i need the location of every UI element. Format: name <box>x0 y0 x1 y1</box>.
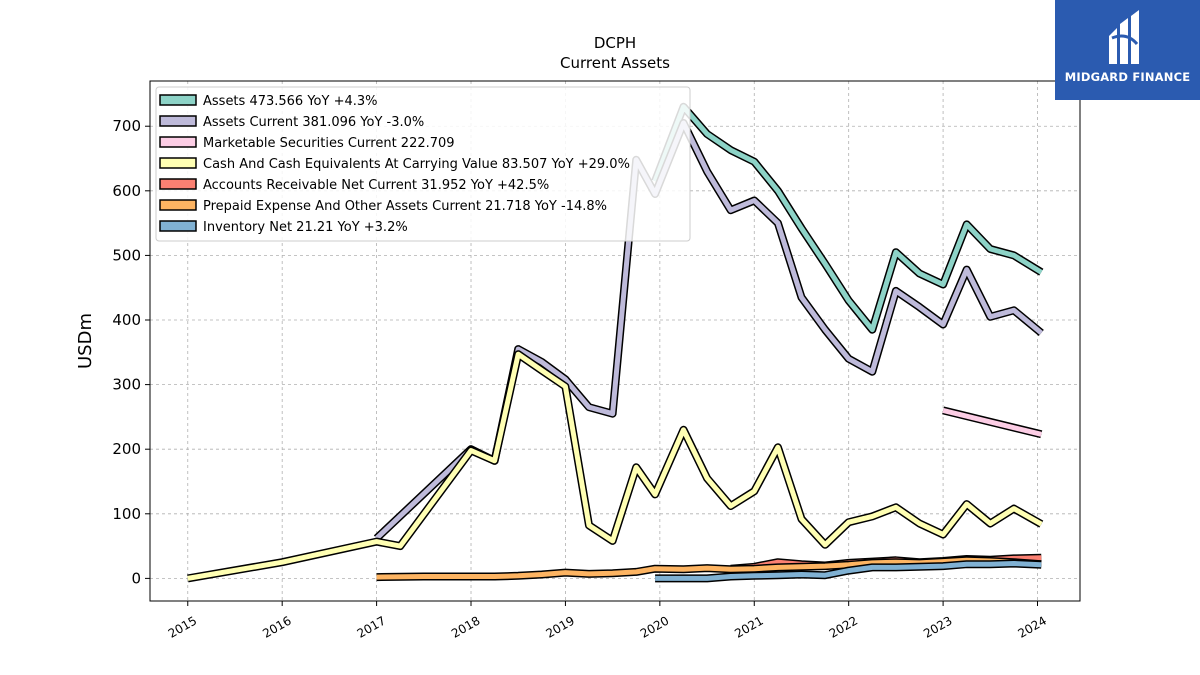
x-tick-label: 2024 <box>1016 613 1049 640</box>
y-tick-label: 200 <box>112 440 141 458</box>
x-tick-label: 2020 <box>638 613 671 640</box>
x-axis: 2015 2016 2017 2018 2019 2020 2021 2022 2023 2024 <box>166 601 1049 641</box>
legend-box <box>155 86 691 242</box>
chart-subtitle: Current Assets <box>560 54 670 72</box>
x-tick-label: 2019 <box>543 613 576 640</box>
midgard-finance-logo: MIDGARD FINANCE <box>1055 0 1200 100</box>
x-tick-label: 2016 <box>260 613 293 640</box>
logo-text: MIDGARD FINANCE <box>1064 70 1191 84</box>
y-axis-label: USDm <box>75 313 96 369</box>
plot-frame <box>149 80 1081 602</box>
y-tick-label: 500 <box>112 246 141 264</box>
legend-label-assets-current: Assets Current 381.096 YoY -3.0% <box>203 115 424 130</box>
legend-label-accounts-receivable-net-current: Accounts Receivable Net Current 31.952 Y… <box>203 178 549 193</box>
series-line-marketable-securities-current <box>942 407 1042 437</box>
series-line-prepaid-expense-and-other-assets-current <box>376 557 1042 580</box>
y-tick-label: 600 <box>112 182 141 200</box>
x-tick-label: 2017 <box>355 613 388 640</box>
y-tick-label: 700 <box>112 117 141 135</box>
x-tick-label: 2021 <box>732 613 765 640</box>
logo-mark-icon <box>1109 10 1139 64</box>
y-tick-label: 400 <box>112 311 141 329</box>
legend: Assets 473.566 YoY +4.3% Assets Current 3… <box>155 86 691 242</box>
x-tick-label: 2022 <box>827 613 860 640</box>
legend-label-assets: Assets 473.566 YoY +4.3% <box>203 94 378 109</box>
legend-label-marketable-securities-current: Marketable Securities Current 222.709 <box>203 136 455 151</box>
legend-label-inventory-net: Inventory Net 21.21 YoY +3.2% <box>203 220 408 235</box>
legend-label-cash-and-cash-equivalents-at-carrying-value: Cash And Cash Equivalents At Carrying Va… <box>203 157 630 172</box>
y-tick-label: 0 <box>131 569 141 587</box>
legend-swatch-marketable-securities-current <box>159 136 197 148</box>
y-axis: 0 100 200 300 400 500 600 700 <box>112 117 150 587</box>
x-tick-label: 2023 <box>921 613 954 640</box>
chart-title: DCPH <box>594 34 636 52</box>
y-tick-label: 300 <box>112 376 141 394</box>
series-layer <box>187 102 1044 583</box>
legend-swatch-inventory-net <box>159 220 197 232</box>
x-tick-label: 2015 <box>166 613 199 640</box>
legend-swatch-prepaid-expense-and-other-assets-current <box>159 199 197 211</box>
series-line-assets <box>652 104 1043 333</box>
series-line-assets-current <box>374 120 1043 541</box>
series-line-inventory-net <box>655 561 1042 581</box>
legend-swatch-cash-and-cash-equivalents-at-carrying-value <box>159 157 197 169</box>
legend-swatch-assets <box>159 94 197 106</box>
legend-swatch-accounts-receivable-net-current <box>159 178 197 190</box>
legend-swatch-assets-current <box>159 115 197 127</box>
legend-label-prepaid-expense-and-other-assets-current: Prepaid Expense And Other Assets Current… <box>203 199 607 214</box>
y-tick-label: 100 <box>112 505 141 523</box>
x-tick-label: 2018 <box>449 613 482 640</box>
series-line-cash-and-cash-equivalents-at-carrying-value <box>187 351 1043 581</box>
